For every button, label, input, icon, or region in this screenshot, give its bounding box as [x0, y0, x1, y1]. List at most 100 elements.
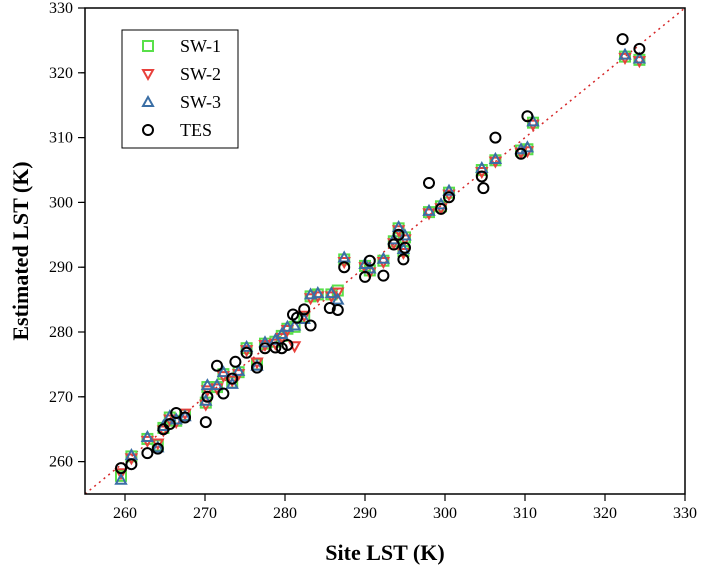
- data-point-tes: [616, 33, 629, 46]
- legend-marker-sw-3: [141, 94, 155, 107]
- data-point-tes: [298, 303, 311, 316]
- series-tes: [115, 33, 646, 475]
- data-point-tes: [323, 302, 336, 315]
- data-point-sw-3: [303, 287, 318, 300]
- data-point-tes: [338, 261, 351, 274]
- legend-marker-sw-2: [141, 69, 155, 82]
- data-point-tes: [251, 361, 263, 374]
- x-tick-label: 330: [673, 505, 697, 522]
- data-point-sw-2: [225, 375, 239, 388]
- data-point-sw-3: [216, 365, 231, 378]
- data-point-sw-2: [200, 385, 215, 398]
- data-point-sw-3: [331, 292, 345, 305]
- data-point-sw-3: [275, 326, 289, 339]
- data-point-sw-1: [115, 469, 127, 482]
- data-point-tes: [199, 416, 212, 429]
- data-point-tes: [397, 253, 410, 266]
- data-point-sw-3: [280, 319, 295, 332]
- data-point-sw-3: [358, 256, 372, 269]
- data-point-sw-3: [268, 332, 283, 345]
- data-point-sw-2: [156, 425, 171, 438]
- data-point-sw-3: [363, 261, 377, 274]
- legend-marker-tes: [142, 124, 154, 136]
- data-point-sw-3: [391, 219, 406, 233]
- x-tick-label: 310: [513, 505, 537, 522]
- plot-frame: [84, 7, 686, 495]
- one-to-one-reference-line: [84, 7, 686, 495]
- x-tick-label: 280: [273, 505, 297, 522]
- data-point-sw-3: [618, 47, 632, 60]
- data-point-tes: [281, 338, 294, 351]
- reference-line-layer: [84, 7, 686, 495]
- data-point-tes: [359, 270, 371, 283]
- data-point-sw-3: [200, 378, 215, 391]
- data-point-tes: [201, 390, 214, 403]
- data-point-tes: [151, 442, 164, 455]
- data-point-sw-2: [114, 468, 128, 481]
- data-point-sw-3: [258, 335, 272, 348]
- data-point-tes: [115, 462, 127, 475]
- data-point-sw-3: [376, 251, 391, 264]
- data-point-tes: [443, 191, 455, 204]
- axis-ticks-layer: 260 270 280 290 300 310 320 330 260 270 280 290 300 3…: [49, 0, 697, 522]
- data-point-sw-3: [398, 228, 412, 241]
- data-point-tes: [521, 110, 534, 123]
- data-point-tes: [179, 411, 191, 424]
- data-point-tes: [515, 147, 527, 160]
- data-point-sw-3: [151, 440, 165, 453]
- data-point-tes: [387, 238, 400, 251]
- y-tick-label: 330: [49, 0, 73, 17]
- data-point-sw-3: [169, 412, 183, 425]
- y-tick-label: 320: [49, 65, 73, 82]
- data-point-sw-3: [442, 183, 456, 196]
- data-point-sw-2: [331, 287, 345, 300]
- data-point-tes: [269, 341, 282, 354]
- data-point-tes: [229, 355, 242, 368]
- x-tick-label: 290: [353, 505, 377, 522]
- data-point-tes: [489, 131, 502, 144]
- legend-marker-sw-1: [142, 40, 154, 52]
- data-point-sw-3: [311, 286, 325, 299]
- data-point-sw-3: [114, 472, 128, 485]
- data-point-sw-3: [140, 429, 155, 442]
- data-point-tes: [331, 303, 344, 316]
- y-tick-label: 310: [49, 130, 73, 147]
- data-point-sw-3: [324, 286, 339, 299]
- y-tick-label: 280: [49, 324, 73, 341]
- data-point-tes: [399, 241, 411, 254]
- x-tick-label: 320: [593, 505, 617, 522]
- x-tick-label: 270: [193, 505, 217, 522]
- data-point-sw-3: [632, 51, 647, 64]
- data-point-sw-3: [178, 409, 192, 422]
- data-point-sw-3: [488, 151, 503, 164]
- data-point-tes: [163, 418, 176, 431]
- data-point-tes: [217, 387, 230, 400]
- legend-label-sw-2: SW-2: [180, 64, 221, 84]
- data-point-tes: [141, 447, 154, 460]
- data-point-tes: [633, 42, 646, 55]
- x-tick-label: 260: [113, 505, 137, 522]
- y-tick-label: 300: [49, 194, 73, 211]
- data-point-sw-3: [422, 203, 436, 216]
- legend-label-sw-1: SW-1: [180, 36, 221, 56]
- data-point-sw-3: [210, 378, 224, 391]
- data-point-tes: [240, 346, 253, 359]
- data-point-sw-3: [239, 339, 254, 352]
- y-tick-label: 270: [49, 389, 73, 406]
- data-point-tes: [423, 176, 435, 189]
- data-point-sw-3: [287, 318, 302, 331]
- y-tick-label: 290: [49, 259, 73, 276]
- data-point-tes: [475, 170, 488, 183]
- data-point-tes: [377, 269, 390, 282]
- data-point-tes: [125, 458, 138, 471]
- legend: SW-1 SW-2 SW-3 TES: [121, 29, 239, 149]
- data-point-tes: [477, 182, 490, 195]
- data-point-tes: [304, 319, 317, 332]
- data-point-tes: [392, 228, 405, 241]
- data-point-sw-3: [231, 363, 246, 376]
- data-point-tes: [211, 359, 223, 372]
- y-tick-label: 260: [49, 454, 73, 471]
- data-point-sw-3: [520, 140, 535, 153]
- legend-box: [121, 29, 239, 149]
